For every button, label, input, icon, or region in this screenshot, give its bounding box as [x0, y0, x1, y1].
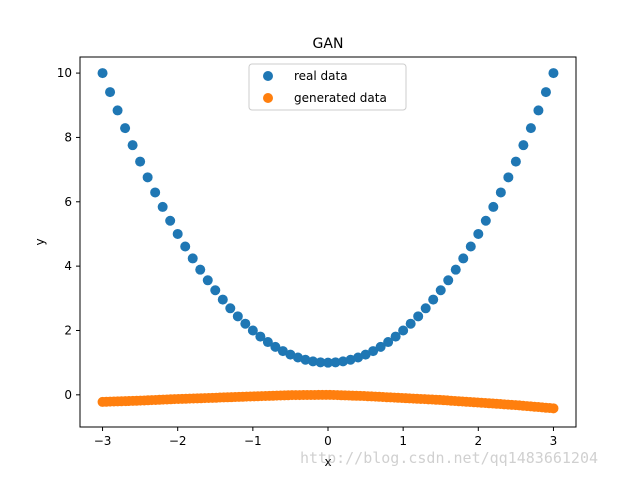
real-data-point: [503, 172, 514, 183]
real-data-point: [495, 187, 506, 198]
real-data-point: [307, 356, 318, 367]
plot-background: [80, 57, 576, 427]
y-tick-label: 4: [64, 259, 72, 273]
real-data-point: [97, 68, 108, 79]
real-data-point: [323, 357, 333, 368]
real-data-point: [338, 356, 349, 367]
real-data-point: [540, 87, 551, 98]
legend-marker-real: [263, 71, 273, 81]
x-tick-label: 2: [474, 434, 482, 448]
real-data-point: [353, 352, 364, 363]
y-tick-label: 10: [57, 66, 72, 80]
real-data-point: [488, 201, 499, 212]
real-data-point: [375, 341, 386, 352]
y-axis-ticks: 0 2 4 6 8 10: [57, 66, 80, 402]
real-data-point: [420, 303, 431, 314]
y-tick-label: 0: [64, 388, 72, 402]
legend: real data generated data: [248, 63, 407, 111]
y-tick-label: 2: [64, 323, 72, 337]
real-data-point: [345, 354, 356, 365]
x-tick-label: −3: [94, 434, 112, 448]
real-data-point: [383, 337, 394, 348]
real-data-point: [315, 357, 326, 368]
legend-box: [248, 63, 407, 111]
watermark: http://blog.csdn.net/qq1483661204: [300, 449, 599, 467]
real-data-point: [510, 156, 521, 167]
real-data-point: [465, 241, 476, 252]
real-data-point: [150, 187, 161, 198]
real-data-point: [142, 172, 153, 183]
real-data-point: [330, 357, 341, 368]
real-data-point: [435, 285, 446, 296]
real-data-point: [413, 311, 424, 322]
legend-label-real: real data: [294, 69, 348, 83]
x-axis-ticks: −3 −2 −1 0 1 2 3: [94, 427, 558, 448]
real-data-point: [247, 325, 258, 336]
real-data-point: [157, 201, 168, 212]
real-data-point: [443, 275, 454, 286]
real-data-point: [525, 123, 536, 134]
y-axis-label: y: [33, 238, 47, 245]
real-data-point: [277, 346, 288, 357]
x-tick-label: 1: [399, 434, 407, 448]
real-data-point: [255, 331, 266, 342]
real-data-point: [172, 228, 183, 239]
real-data-point: [165, 215, 176, 226]
real-data-points: [97, 68, 559, 368]
real-data-point: [405, 318, 416, 329]
real-data-point: [187, 253, 198, 264]
generated-data-points: [97, 389, 559, 414]
real-data-point: [300, 354, 311, 365]
x-tick-label: −2: [169, 434, 187, 448]
real-data-point: [518, 140, 529, 151]
real-data-point: [127, 140, 138, 151]
x-tick-label: 0: [324, 434, 332, 448]
legend-marker-generated: [263, 93, 273, 103]
real-data-point: [450, 264, 461, 275]
x-tick-label: 3: [550, 434, 558, 448]
real-data-point: [120, 123, 131, 134]
real-data-point: [232, 311, 243, 322]
real-data-point: [135, 156, 146, 167]
real-data-point: [360, 349, 371, 360]
real-data-point: [217, 294, 228, 305]
real-data-point: [428, 294, 439, 305]
real-data-point: [473, 228, 484, 239]
real-data-point: [105, 87, 116, 98]
real-data-point: [548, 68, 559, 79]
real-data-point: [285, 349, 296, 360]
x-tick-label: −1: [244, 434, 262, 448]
real-data-point: [398, 325, 409, 336]
real-data-point: [368, 346, 379, 357]
real-data-point: [262, 337, 273, 348]
chart-title: GAN: [313, 36, 344, 52]
generated-data-point: [548, 403, 559, 414]
real-data-point: [240, 318, 251, 329]
real-data-point: [270, 341, 281, 352]
x-axis-label: x: [324, 455, 331, 469]
real-data-point: [180, 241, 191, 252]
real-data-point: [390, 331, 401, 342]
real-data-point: [533, 105, 544, 116]
real-data-point: [202, 275, 213, 286]
real-data-point: [210, 285, 221, 296]
y-tick-label: 6: [64, 195, 72, 209]
real-data-point: [225, 303, 236, 314]
real-data-point: [195, 264, 206, 275]
real-data-point: [458, 253, 469, 264]
real-data-point: [480, 215, 491, 226]
y-tick-label: 8: [64, 130, 72, 144]
real-data-point: [292, 352, 303, 363]
legend-label-generated: generated data: [294, 91, 387, 105]
real-data-point: [112, 105, 123, 116]
